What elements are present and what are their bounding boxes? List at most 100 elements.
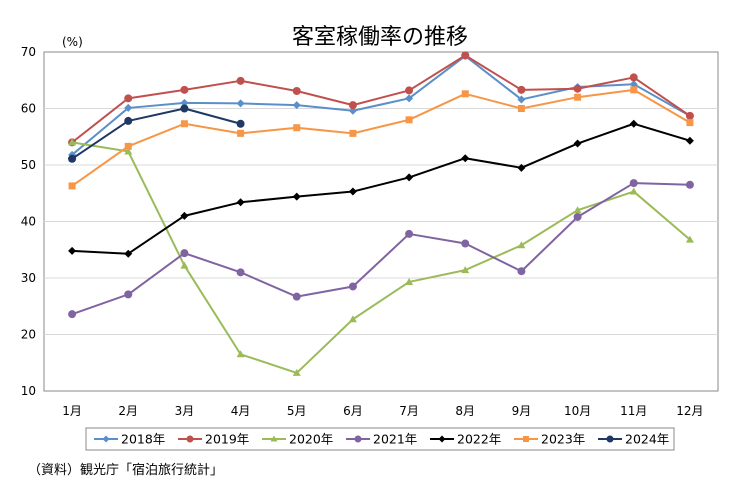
data-point [629,119,638,128]
legend-item: 2018年 [94,432,165,447]
legend-swatch-marker [354,435,362,443]
data-point [405,277,414,285]
data-point [68,310,77,319]
data-point [405,86,414,95]
y-tick-label: 10 [21,384,36,398]
data-point [461,154,470,163]
data-point [348,187,357,196]
series-2022年 [68,119,694,258]
data-point [629,73,638,82]
y-tick-label: 60 [21,102,36,116]
legend-label: 2021年 [373,432,417,447]
series-line [71,141,691,374]
data-point [124,147,133,155]
y-tick-label: 20 [21,328,36,342]
data-point [405,116,413,124]
x-tick-label: 9月 [512,404,532,418]
data-point [68,246,77,255]
x-tick-label: 7月 [399,404,419,418]
data-point [461,239,470,248]
data-point [68,138,77,146]
y-axis-unit-label: (%) [62,35,83,49]
legend-label: 2018年 [121,432,165,447]
data-point [461,90,469,98]
data-point [517,163,526,172]
data-point [629,80,638,89]
data-point [685,111,694,120]
data-point [629,179,638,188]
data-point [517,95,526,104]
legend-item: 2021年 [346,432,417,447]
legend-swatch-marker [186,435,194,443]
data-point [292,192,301,201]
data-point [348,106,357,115]
legend-swatch-marker [102,435,110,443]
x-tick-label: 4月 [231,404,251,418]
data-point [236,268,245,277]
data-point [348,282,357,291]
legend-item: 2019年 [178,432,249,447]
data-point [573,84,582,93]
data-point [292,368,301,376]
legend-label: 2019年 [205,432,249,447]
series-line [71,54,691,156]
legend-item: 2024年 [598,432,669,447]
series-line [71,88,691,187]
data-point [405,229,414,238]
legend-swatch-marker [523,436,529,442]
data-point [685,180,694,189]
y-tick-label: 30 [21,271,36,285]
series-2023年 [68,86,694,190]
series-line [72,122,691,255]
data-point [629,187,638,195]
data-point [517,105,525,112]
series-2021年 [68,179,694,319]
data-point [180,211,189,220]
data-point [292,86,301,95]
data-point [405,173,414,182]
data-point [685,235,694,243]
data-point [574,93,582,101]
data-point [124,290,133,299]
data-point [236,119,245,128]
data-point [686,119,694,127]
axis-layer: 10 20 30 40 50 60 70 1月 2月 3月 4月 5月 6月 7月 8月 9月 10月 11月 12… [21,45,704,418]
x-tick-label: 5月 [287,404,307,418]
legend-swatch-marker [438,435,446,443]
series-line [71,54,691,144]
data-point [124,249,133,258]
legend-swatch-marker [606,435,614,443]
data-point [405,94,414,103]
y-tick-label: 40 [21,215,36,229]
data-point [180,249,189,258]
series-2024年 [68,104,245,163]
data-point [236,99,245,108]
data-point [517,241,526,249]
legend-item: 2020年 [262,432,333,447]
data-point [348,101,357,110]
data-point [180,120,188,128]
source-note: （資料）観光庁「宿泊旅行統計」 [28,463,224,478]
data-point [124,142,132,150]
data-point [236,198,245,207]
data-point [630,86,638,94]
data-point [180,261,189,269]
data-point [68,182,76,190]
series-line [71,107,241,160]
x-tick-label: 11月 [620,404,647,418]
data-point [180,85,189,94]
data-point [124,116,133,125]
x-tick-label: 8月 [455,404,475,418]
series-2018年 [68,51,694,159]
data-point [124,94,133,103]
legend-box [85,427,675,451]
x-tick-label: 10月 [564,404,591,418]
series-line [71,182,690,316]
x-tick-label: 2月 [118,404,138,418]
series-layer [68,51,694,376]
data-point [180,104,189,113]
data-point [517,267,526,276]
data-point [461,266,470,274]
x-tick-label: 3月 [175,404,195,418]
